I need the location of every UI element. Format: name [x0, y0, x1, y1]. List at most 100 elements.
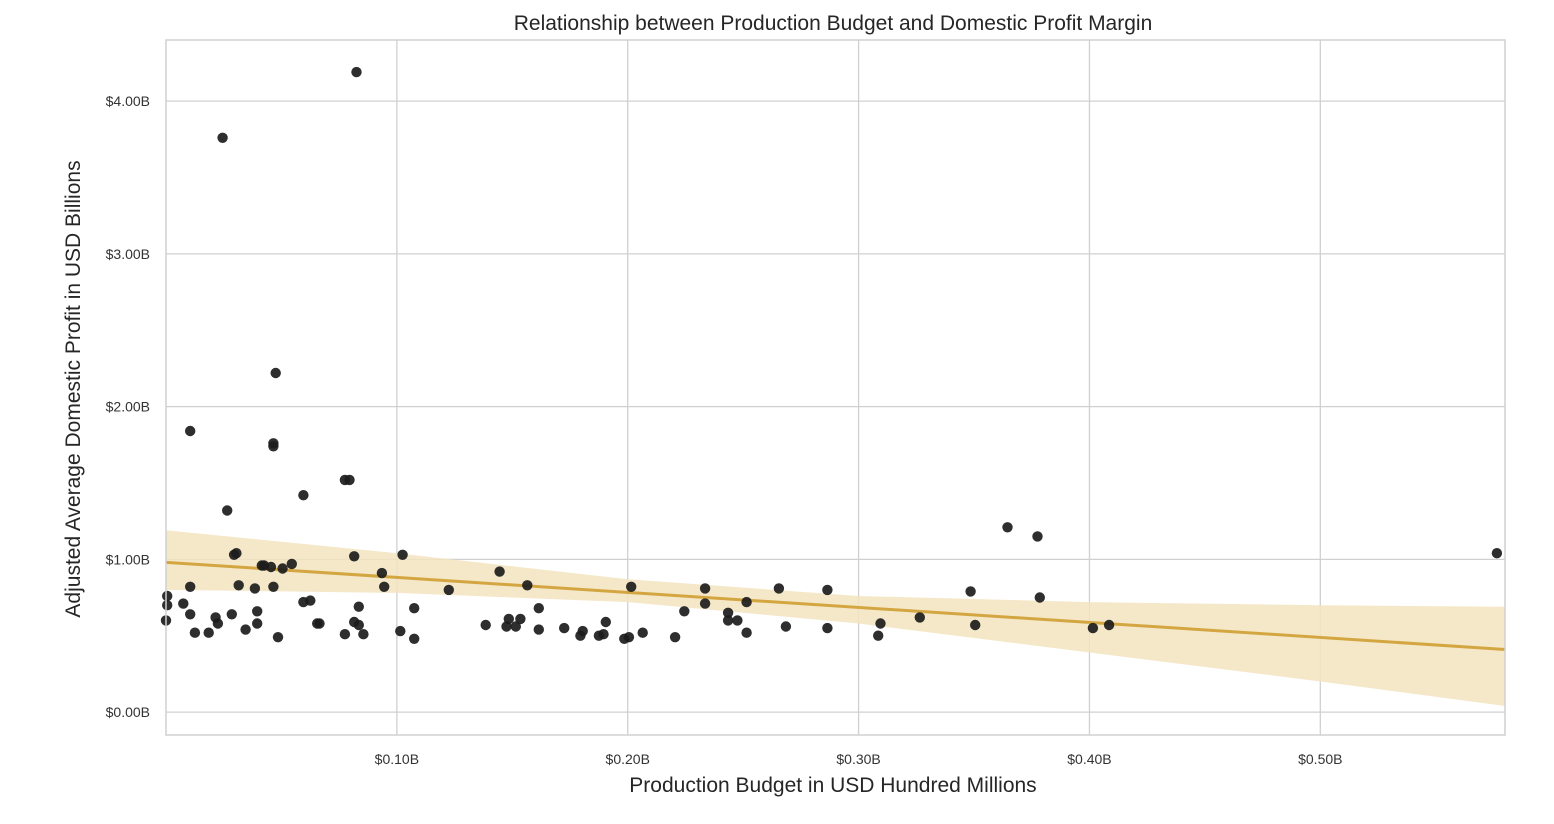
data-point [339, 629, 351, 640]
data-point [162, 590, 173, 602]
data-point [822, 622, 833, 634]
data-point [722, 615, 734, 626]
data-point [699, 583, 711, 594]
data-point [875, 618, 886, 629]
data-point [741, 596, 752, 608]
data-point [185, 581, 196, 592]
data-point [598, 629, 609, 640]
data-point [353, 601, 364, 612]
data-point [268, 441, 279, 452]
data-point [349, 551, 360, 562]
x-axis-ticks: $0.10B $0.20B $0.30B $0.40B $0.50B [375, 751, 1343, 767]
chart-title: Relationship between Production Budget a… [514, 12, 1153, 35]
data-point [358, 629, 369, 640]
data-point [494, 566, 505, 577]
data-point [409, 603, 420, 614]
data-point [189, 627, 201, 638]
data-point [231, 548, 242, 559]
x-tick-label: $0.40B [1067, 751, 1111, 767]
data-point [515, 613, 526, 625]
data-point [480, 619, 491, 631]
data-point [233, 580, 244, 591]
data-point [722, 607, 734, 618]
x-axis-title: Production Budget in USD Hundred Million… [629, 774, 1036, 797]
data-point [533, 624, 544, 635]
data-point [210, 612, 221, 623]
data-point [185, 609, 196, 620]
x-tick-label: $0.20B [606, 751, 650, 767]
data-point [252, 618, 263, 629]
data-point [626, 581, 637, 592]
data-point [397, 549, 408, 560]
data-point [970, 619, 981, 631]
y-tick-label: $3.00B [106, 246, 150, 262]
data-point [1087, 622, 1099, 634]
y-tick-label: $0.00B [106, 704, 150, 720]
regression-line-layer [165, 560, 1506, 651]
data-point [873, 630, 884, 641]
data-point [240, 624, 251, 635]
data-point [249, 583, 261, 594]
data-point [312, 618, 323, 629]
y-tick-label: $4.00B [106, 93, 150, 109]
data-point [349, 616, 360, 628]
data-point [351, 66, 362, 78]
data-point [773, 583, 785, 594]
data-point [559, 622, 570, 634]
data-point [162, 600, 173, 611]
data-point [376, 567, 388, 579]
data-point [222, 505, 233, 516]
data-point [178, 598, 189, 609]
data-point [732, 615, 743, 626]
y-axis-title: Adjusted Average Domestic Profit in USD … [62, 160, 85, 617]
data-point [1034, 592, 1046, 603]
data-point [1032, 531, 1043, 542]
data-point [669, 632, 681, 643]
data-point [252, 606, 263, 617]
data-point [679, 606, 690, 617]
data-point [510, 621, 521, 632]
data-point [577, 625, 588, 637]
regression-line [165, 560, 1506, 651]
data-point [203, 627, 214, 638]
data-point [298, 596, 309, 608]
data-point [1002, 522, 1013, 533]
data-points [160, 66, 1503, 644]
y-axis-ticks: $0.00B $1.00B $2.00B $3.00B $4.00B [106, 93, 150, 720]
data-point [409, 633, 420, 644]
data-point [286, 558, 297, 570]
data-point [217, 132, 228, 143]
data-point [298, 490, 309, 501]
y-tick-label: $1.00B [106, 551, 150, 567]
data-point [965, 586, 976, 597]
data-point [1491, 548, 1503, 559]
data-point [379, 581, 390, 592]
data-point [741, 627, 752, 638]
data-point [270, 367, 281, 379]
data-point [533, 603, 544, 614]
data-point [443, 584, 454, 596]
data-point [272, 632, 284, 643]
data-point [914, 612, 925, 623]
x-tick-label: $0.30B [836, 751, 880, 767]
data-point [600, 616, 611, 628]
data-point [258, 560, 270, 571]
data-point [503, 613, 514, 625]
data-point [1103, 619, 1115, 631]
data-point [637, 627, 648, 638]
data-point [623, 632, 635, 643]
x-tick-label: $0.50B [1298, 751, 1342, 767]
data-point [395, 625, 406, 637]
y-tick-label: $2.00B [106, 399, 150, 415]
data-point [268, 581, 279, 592]
data-point [522, 580, 533, 591]
data-point [780, 621, 792, 632]
data-point [344, 474, 355, 486]
data-point [185, 425, 196, 437]
x-tick-label: $0.10B [375, 751, 419, 767]
plot-frame [165, 39, 1506, 736]
data-point [277, 563, 288, 574]
data-point [699, 598, 711, 609]
